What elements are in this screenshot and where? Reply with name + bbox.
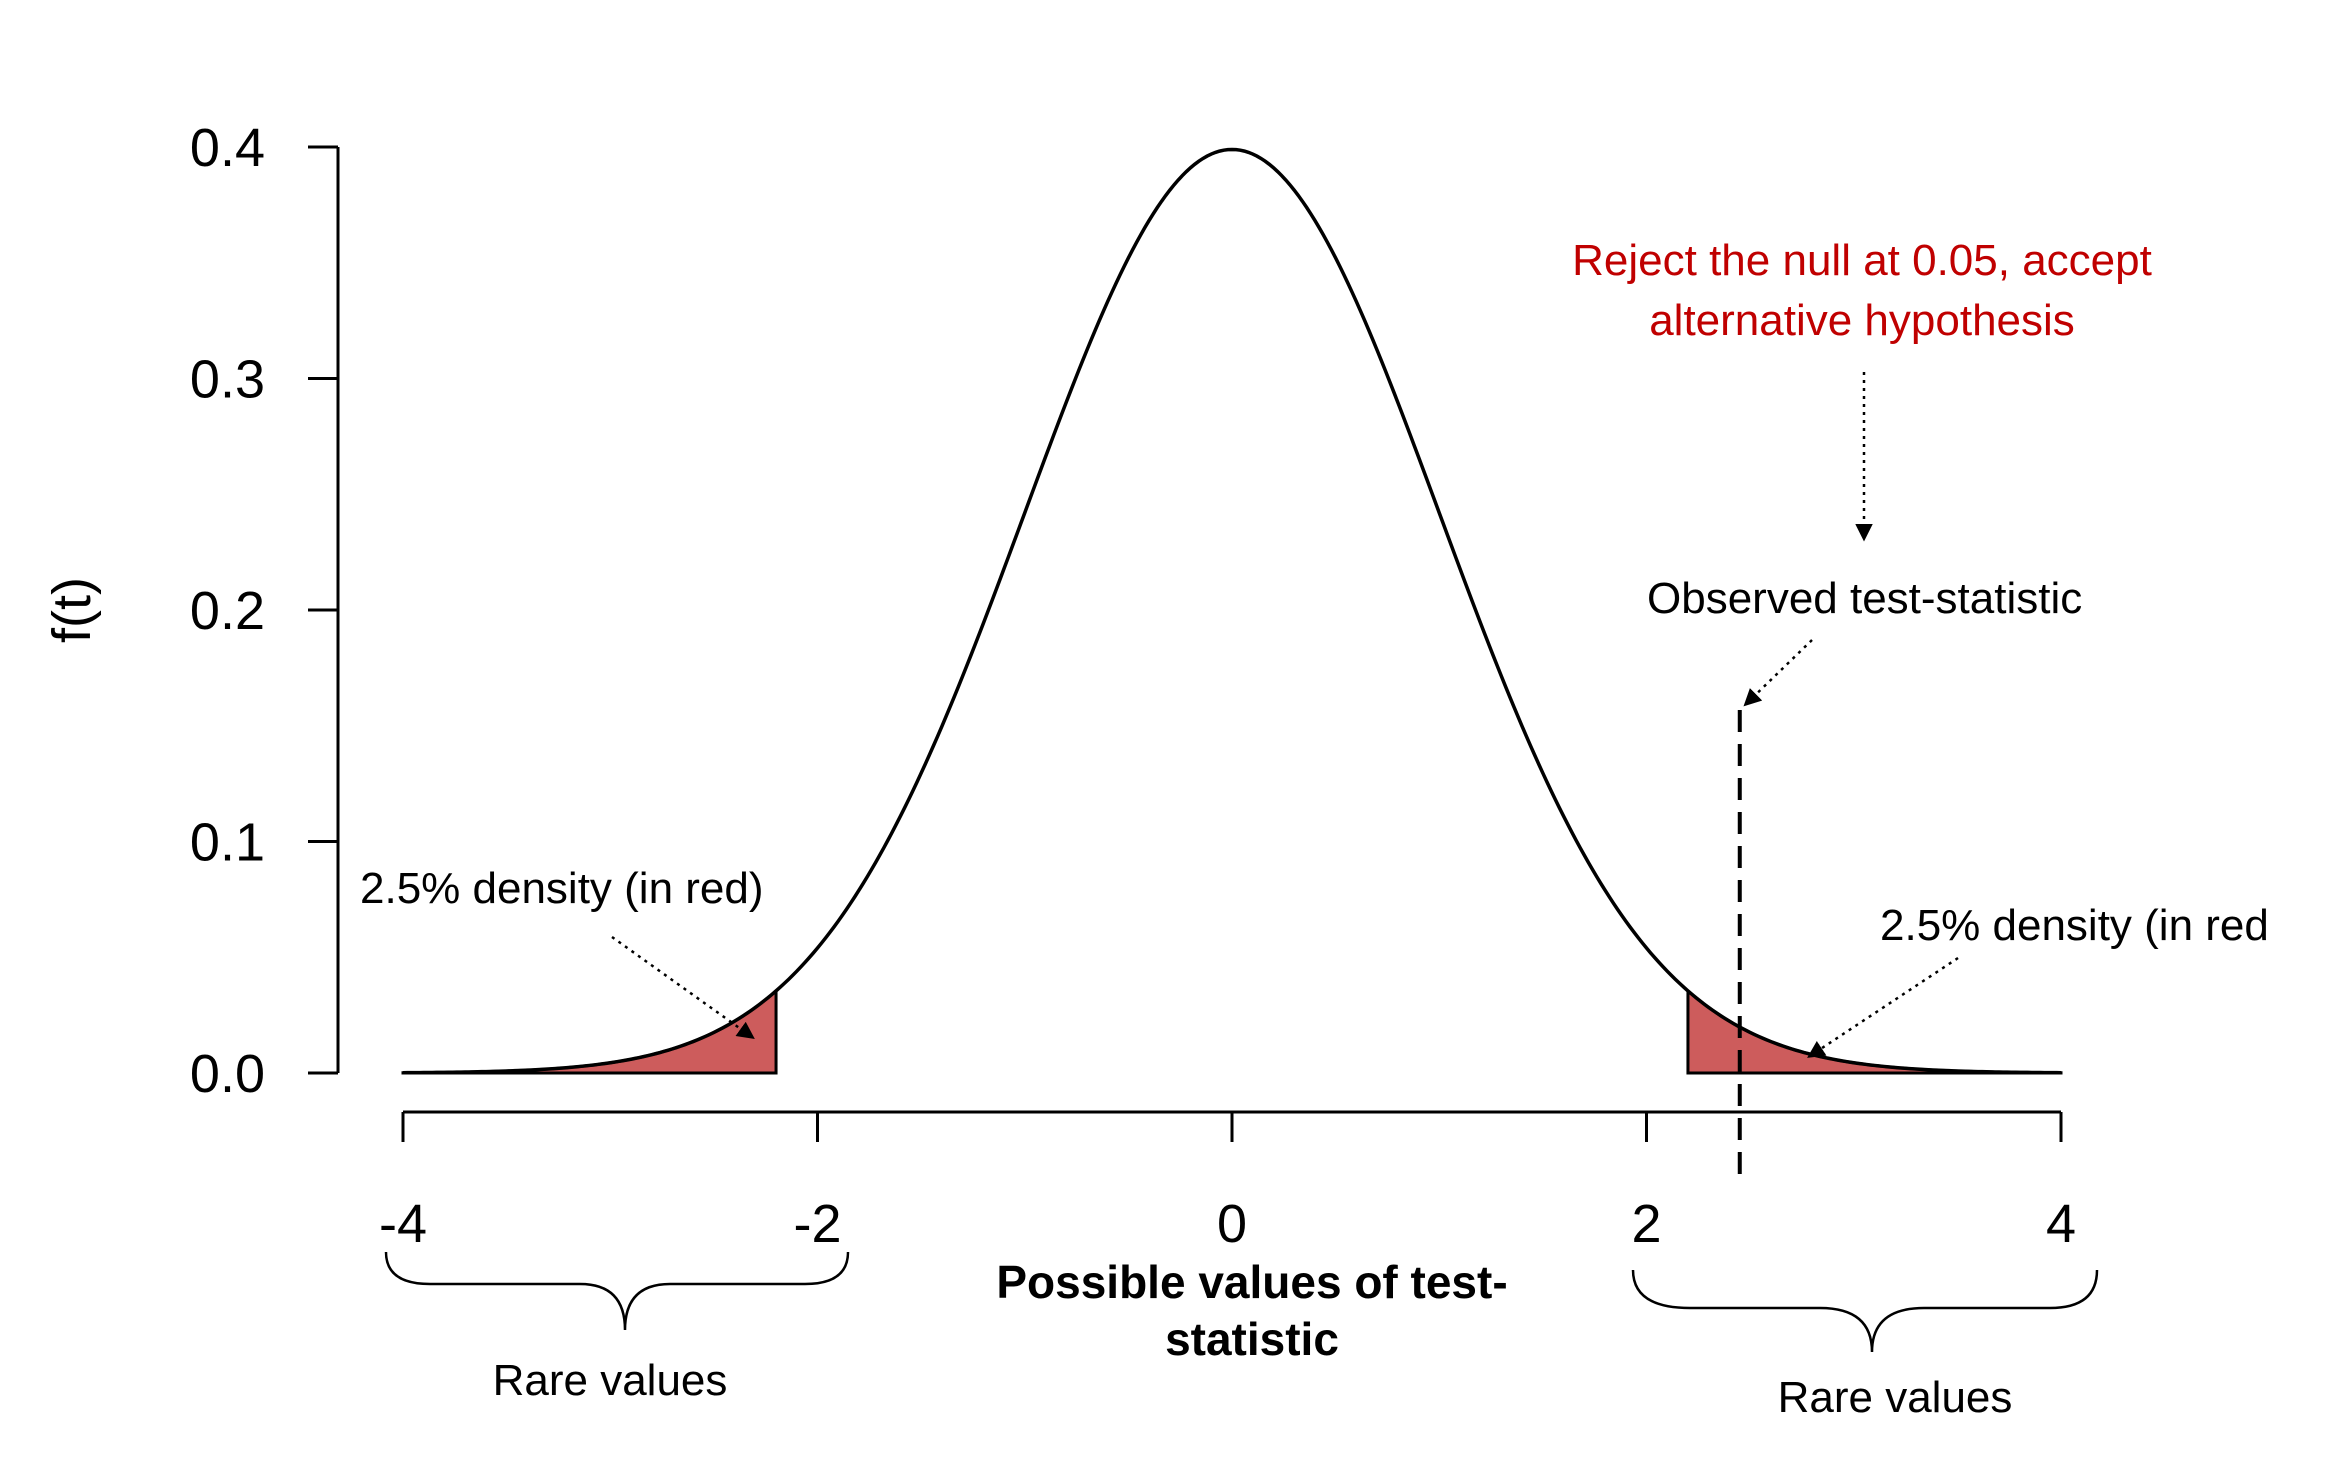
rare-values-right-brace bbox=[1631, 1269, 2099, 1353]
reject-null-text-line2: alternative hypothesis bbox=[1649, 296, 2075, 345]
right-density-label: 2.5% density (in red bbox=[1880, 901, 2269, 950]
rejection-regions bbox=[401, 987, 2063, 1075]
reject-null-text-line1: Reject the null at 0.05, accept bbox=[1572, 236, 2152, 285]
annotations: 2.5% density (in red) 2.5% density (in r… bbox=[360, 236, 2269, 1422]
observed-statistic-label: Observed test-statistic bbox=[1647, 574, 2082, 623]
rare-values-left-label: Rare values bbox=[493, 1356, 728, 1405]
x-tick-label: 2 bbox=[1631, 1194, 1661, 1254]
right-density-arrow bbox=[1807, 956, 1959, 1058]
x-axis-label-line2: statistic bbox=[1165, 1313, 1339, 1365]
x-tick-label: -4 bbox=[379, 1194, 427, 1254]
y-tick-label: 0.3 bbox=[190, 350, 265, 410]
x-axis: -4 -2 0 2 4 Possible values of test- statist… bbox=[379, 1110, 2076, 1365]
right-tail-region bbox=[1686, 987, 2063, 1075]
left-density-arrow bbox=[611, 935, 755, 1040]
y-tick-label: 0.0 bbox=[190, 1044, 265, 1104]
left-density-label: 2.5% density (in red) bbox=[360, 864, 764, 913]
y-tick-label: 0.4 bbox=[190, 118, 265, 178]
y-axis: 0.0 0.1 0.2 0.3 0.4 f(t) bbox=[42, 118, 340, 1104]
y-axis-label: f(t) bbox=[42, 577, 102, 643]
observed-statistic-arrow bbox=[1743, 639, 1813, 707]
y-tick-label: 0.2 bbox=[190, 581, 265, 641]
x-tick-label: 4 bbox=[2046, 1194, 2076, 1254]
rare-values-right-label: Rare values bbox=[1778, 1373, 2013, 1422]
x-tick-label: 0 bbox=[1217, 1194, 1247, 1254]
x-axis-label-line1: Possible values of test- bbox=[996, 1256, 1507, 1308]
density-curve bbox=[402, 147, 2062, 1075]
x-tick-label: -2 bbox=[793, 1194, 841, 1254]
y-tick-label: 0.1 bbox=[190, 813, 265, 873]
rare-values-left-brace bbox=[384, 1251, 850, 1331]
left-tail-region bbox=[401, 987, 778, 1075]
